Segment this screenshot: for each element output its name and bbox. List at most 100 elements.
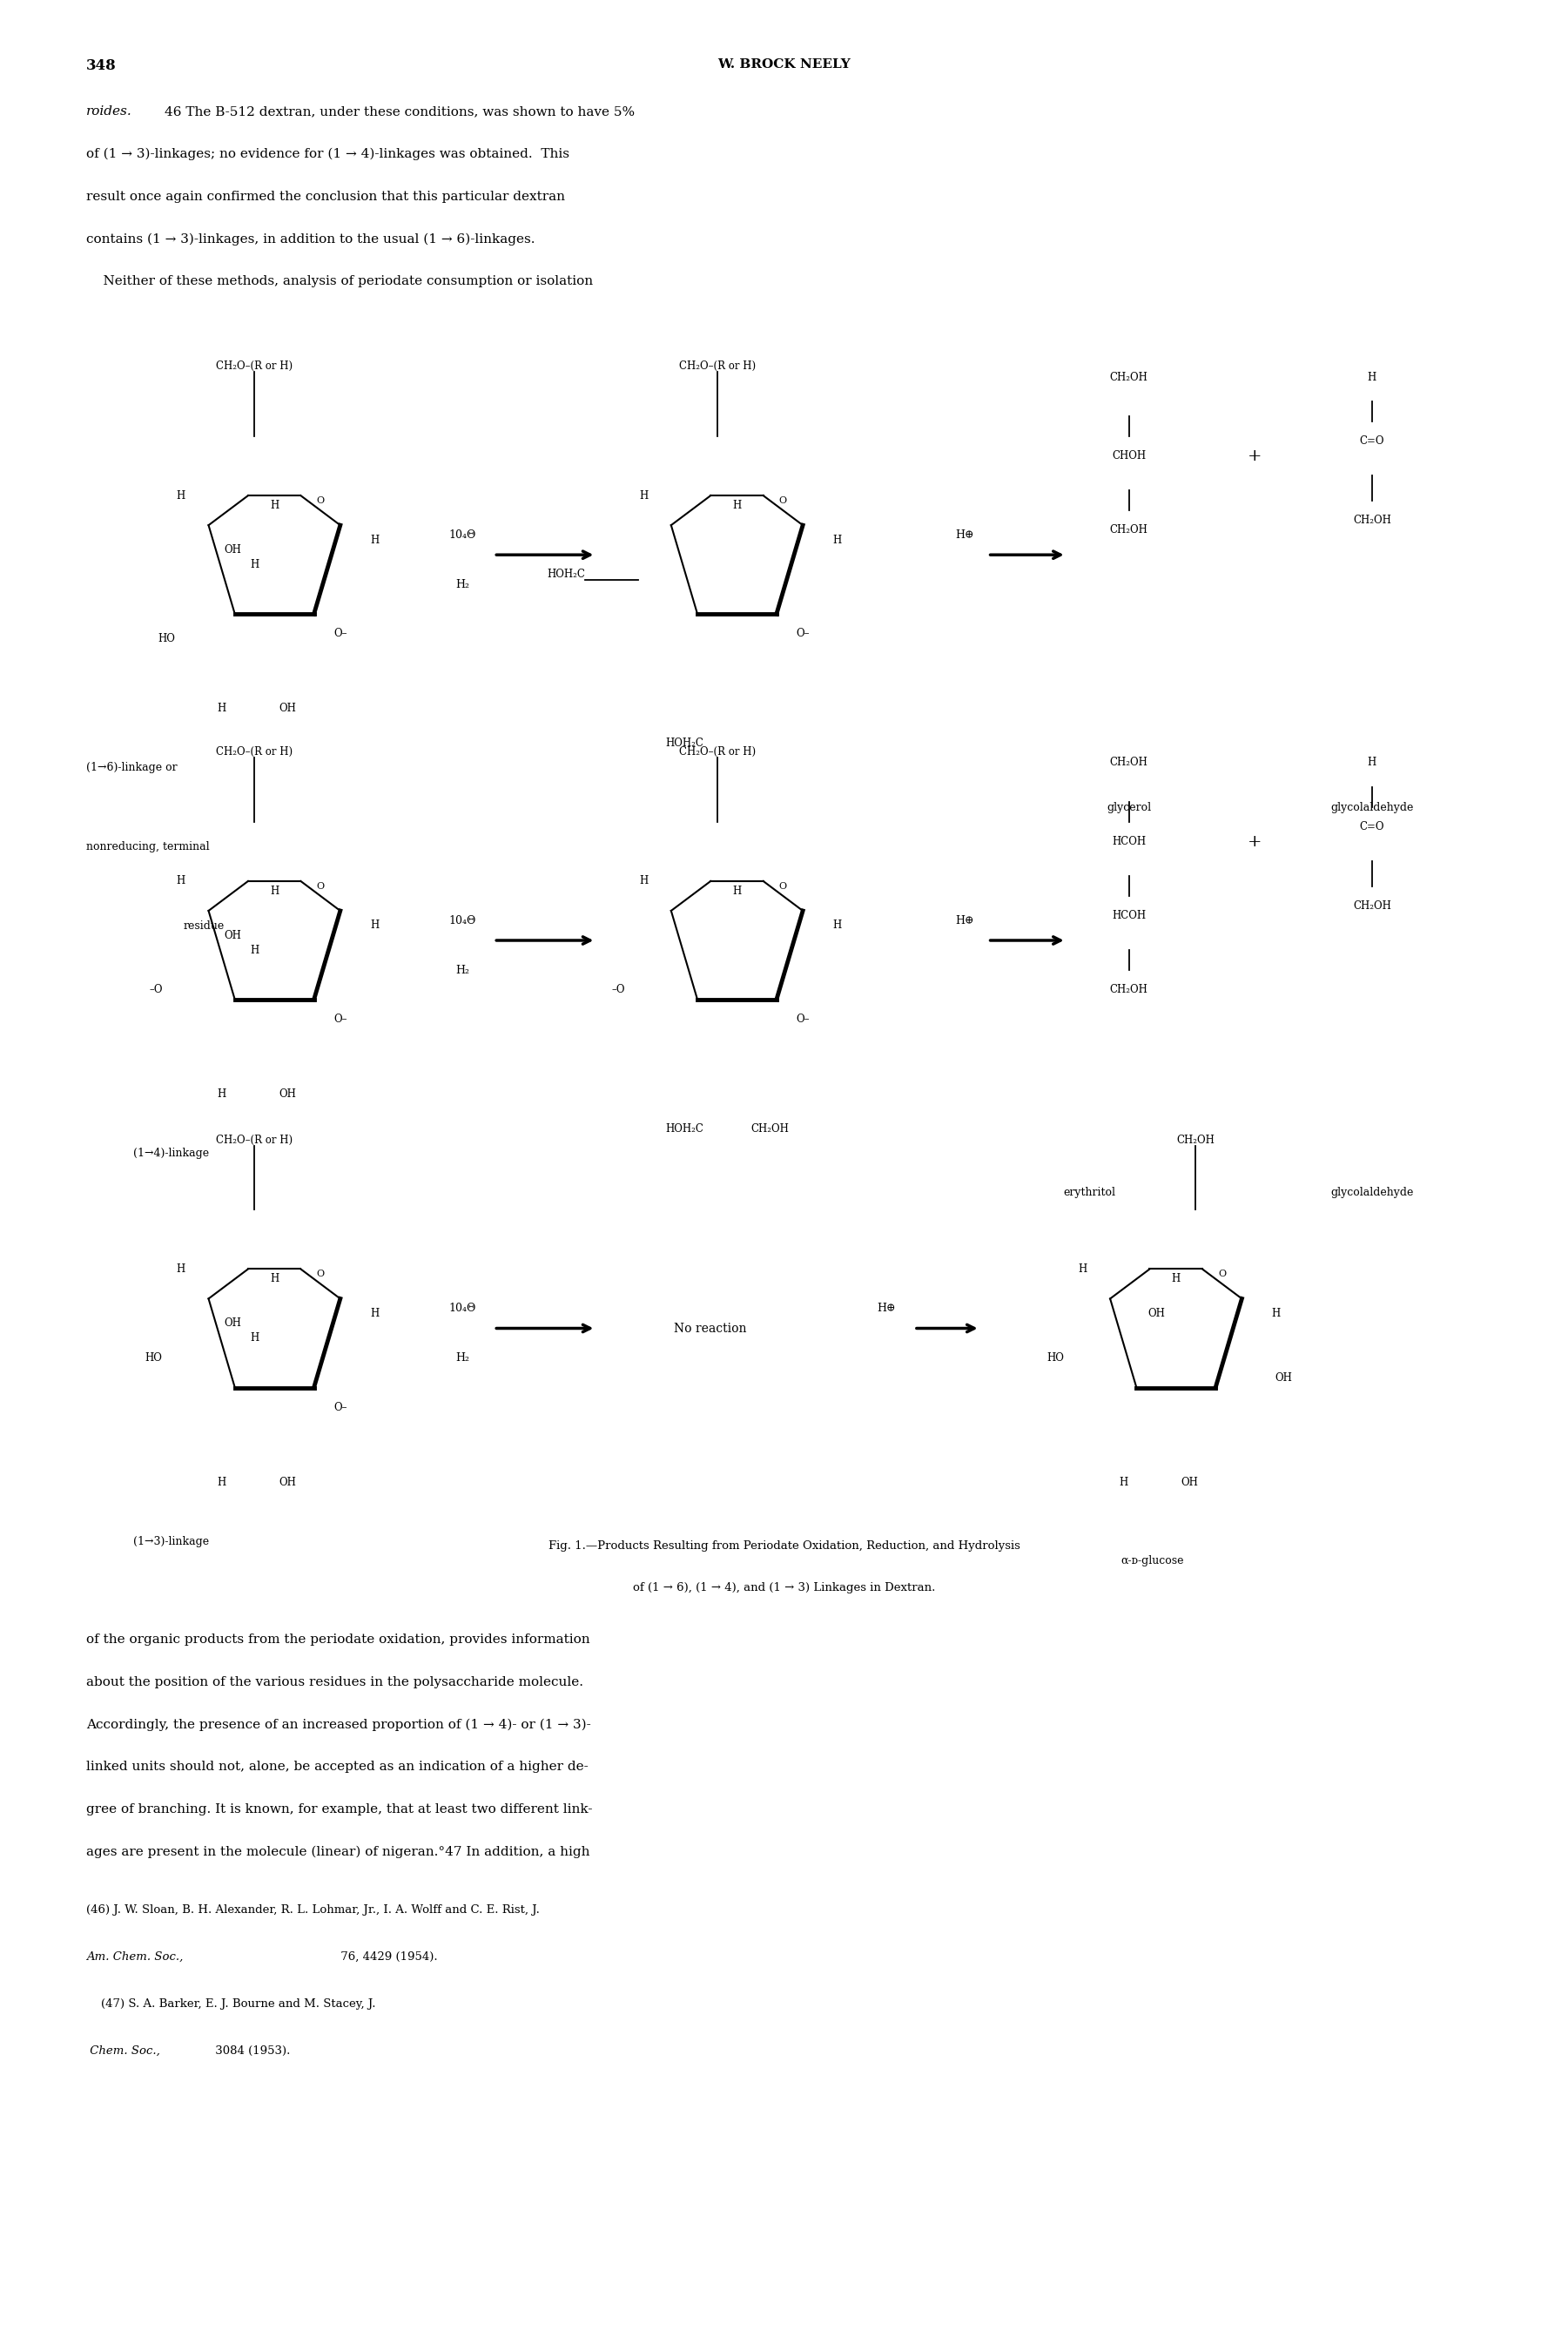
Text: –O: –O: [612, 985, 626, 994]
Text: glycolaldehyde: glycolaldehyde: [1331, 802, 1413, 813]
Text: linked units should not, alone, be accepted as an indication of a higher de-: linked units should not, alone, be accep…: [86, 1761, 588, 1773]
Text: H: H: [1171, 1274, 1181, 1284]
Text: H: H: [640, 875, 648, 886]
Text: contains (1 → 3)-linkages, in addition to the usual (1 → 6)-linkages.: contains (1 → 3)-linkages, in addition t…: [86, 233, 535, 245]
Text: OH: OH: [224, 1317, 241, 1328]
Text: HOH₂C: HOH₂C: [665, 1124, 704, 1136]
Text: H: H: [1367, 371, 1377, 383]
Text: CH₂OH: CH₂OH: [1353, 900, 1391, 912]
Text: OH: OH: [1181, 1476, 1198, 1488]
Text: O: O: [779, 882, 787, 891]
Text: HCOH: HCOH: [1112, 837, 1146, 846]
Text: 76, 4429 (1954).: 76, 4429 (1954).: [337, 1951, 437, 1963]
Text: (46) J. W. Sloan, B. H. Alexander, R. L. Lohmar, Jr., I. A. Wolff and C. E. Rist: (46) J. W. Sloan, B. H. Alexander, R. L.…: [86, 1904, 539, 1916]
Text: H: H: [1079, 1262, 1087, 1274]
Text: H: H: [1120, 1476, 1127, 1488]
Text: nonreducing, terminal: nonreducing, terminal: [86, 842, 210, 853]
Text: C=O: C=O: [1359, 820, 1385, 832]
Text: 10₄Θ: 10₄Θ: [448, 529, 477, 541]
Text: 3084 (1953).: 3084 (1953).: [212, 2045, 290, 2057]
Text: CH₂OH: CH₂OH: [1110, 371, 1148, 383]
Text: O: O: [317, 1270, 325, 1279]
Text: +: +: [1247, 835, 1262, 849]
Text: result once again confirmed the conclusion that this particular dextran: result once again confirmed the conclusi…: [86, 190, 564, 202]
Text: H: H: [833, 919, 842, 931]
Text: H⊕: H⊕: [955, 529, 974, 541]
Text: CH₂O–(R or H): CH₂O–(R or H): [216, 1133, 293, 1145]
Text: erythritol: erythritol: [1063, 1187, 1116, 1199]
Text: H₂: H₂: [456, 578, 469, 590]
Text: H⊕: H⊕: [877, 1302, 895, 1314]
Text: W. BROCK NEELY: W. BROCK NEELY: [718, 59, 850, 71]
Text: HO: HO: [146, 1352, 163, 1364]
Text: CH₂OH: CH₂OH: [751, 1124, 789, 1136]
Text: H: H: [370, 534, 379, 545]
Text: glycolaldehyde: glycolaldehyde: [1331, 1187, 1413, 1199]
Text: O–: O–: [334, 628, 347, 639]
Text: H: H: [218, 703, 226, 715]
Text: H: H: [732, 886, 742, 896]
Text: O–: O–: [334, 1401, 347, 1413]
Text: Fig. 1.—Products Resulting from Periodate Oxidation, Reduction, and Hydrolysis: Fig. 1.—Products Resulting from Periodat…: [549, 1540, 1019, 1552]
Text: H₂: H₂: [456, 964, 469, 976]
Text: of (1 → 6), (1 → 4), and (1 → 3) Linkages in Dextran.: of (1 → 6), (1 → 4), and (1 → 3) Linkage…: [633, 1582, 935, 1594]
Text: H: H: [640, 489, 648, 501]
Text: 10₄Θ: 10₄Θ: [448, 1302, 477, 1314]
Text: about the position of the various residues in the polysaccharide molecule.: about the position of the various residu…: [86, 1676, 583, 1688]
Text: O–: O–: [797, 628, 809, 639]
Text: O: O: [317, 882, 325, 891]
Text: CHOH: CHOH: [1112, 451, 1146, 461]
Text: CH₂O–(R or H): CH₂O–(R or H): [679, 360, 756, 371]
Text: H: H: [270, 501, 279, 510]
Text: HCOH: HCOH: [1112, 910, 1146, 922]
Text: O: O: [779, 496, 787, 505]
Text: (1→3)-linkage: (1→3)-linkage: [133, 1535, 209, 1547]
Text: H: H: [177, 489, 185, 501]
Text: Neither of these methods, analysis of periodate consumption or isolation: Neither of these methods, analysis of pe…: [86, 275, 593, 287]
Text: O: O: [1218, 1270, 1226, 1279]
Text: OH: OH: [224, 929, 241, 940]
Text: O–: O–: [797, 1013, 809, 1025]
Text: –O: –O: [149, 985, 163, 994]
Text: CH₂OH: CH₂OH: [1353, 515, 1391, 527]
Text: of (1 → 3)-linkages; no evidence for (1 → 4)-linkages was obtained.  This: of (1 → 3)-linkages; no evidence for (1 …: [86, 148, 569, 160]
Text: OH: OH: [1275, 1373, 1292, 1382]
Text: residue: residue: [183, 919, 224, 931]
Text: OH: OH: [1148, 1307, 1165, 1319]
Text: glycerol: glycerol: [1107, 802, 1151, 813]
Text: H: H: [218, 1476, 226, 1488]
Text: CH₂OH: CH₂OH: [1110, 524, 1148, 536]
Text: H: H: [370, 1307, 379, 1319]
Text: HO: HO: [1047, 1352, 1065, 1364]
Text: H⊕: H⊕: [955, 915, 974, 926]
Text: HOH₂C: HOH₂C: [665, 738, 704, 750]
Text: OH: OH: [279, 1089, 296, 1100]
Text: +: +: [1247, 449, 1262, 463]
Text: CH₂OH: CH₂OH: [1176, 1133, 1215, 1145]
Text: No reaction: No reaction: [674, 1321, 746, 1335]
Text: H: H: [177, 875, 185, 886]
Text: gree of branching. It is known, for example, that at least two different link-: gree of branching. It is known, for exam…: [86, 1803, 593, 1815]
Text: CH₂OH: CH₂OH: [1110, 757, 1148, 769]
Text: of the organic products from the periodate oxidation, provides information: of the organic products from the perioda…: [86, 1634, 590, 1646]
Text: (1→4)-linkage: (1→4)-linkage: [133, 1147, 209, 1159]
Text: H: H: [270, 886, 279, 896]
Text: 10₄Θ: 10₄Θ: [448, 915, 477, 926]
Text: H: H: [251, 945, 259, 957]
Text: H: H: [251, 560, 259, 571]
Text: O–: O–: [334, 1013, 347, 1025]
Text: roides.: roides.: [86, 106, 132, 118]
Text: H: H: [251, 1333, 259, 1345]
Text: ages are present in the molecule (linear) of nigeran.°47 In addition, a high: ages are present in the molecule (linear…: [86, 1846, 590, 1857]
Text: H: H: [1272, 1307, 1281, 1319]
Text: (1→6)-linkage or: (1→6)-linkage or: [86, 762, 177, 773]
Text: 46 The B-512 dextran, under these conditions, was shown to have 5%: 46 The B-512 dextran, under these condit…: [165, 106, 635, 118]
Text: (47) S. A. Barker, E. J. Bourne and M. Stacey, J.: (47) S. A. Barker, E. J. Bourne and M. S…: [86, 1998, 376, 2010]
Text: H₂: H₂: [456, 1352, 469, 1364]
Text: CH₂O–(R or H): CH₂O–(R or H): [216, 745, 293, 757]
Text: CH₂O–(R or H): CH₂O–(R or H): [679, 745, 756, 757]
Text: 348: 348: [86, 59, 116, 73]
Text: H: H: [1367, 757, 1377, 769]
Text: H: H: [177, 1262, 185, 1274]
Text: C=O: C=O: [1359, 435, 1385, 447]
